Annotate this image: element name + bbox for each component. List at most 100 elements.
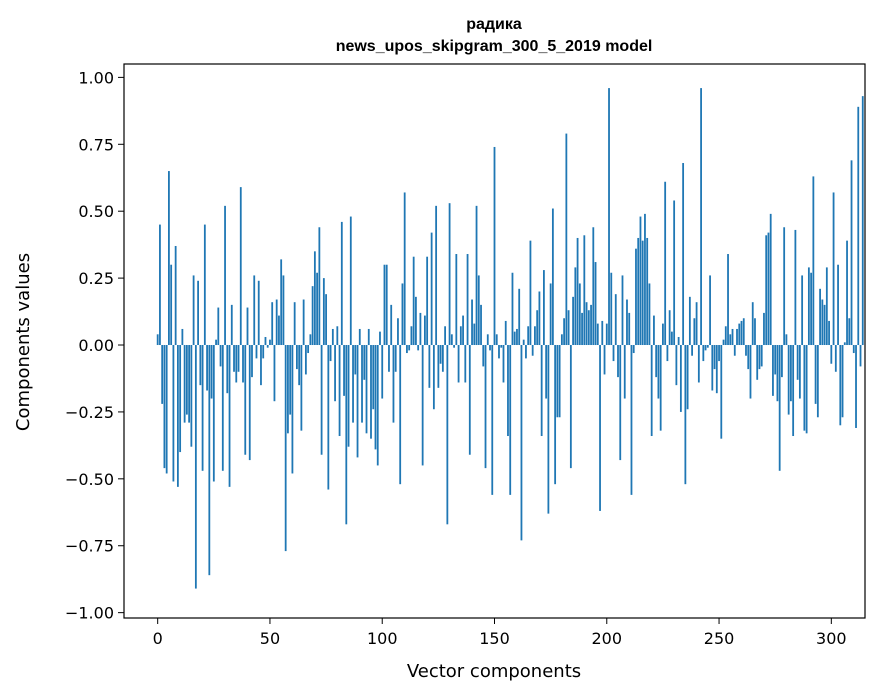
bar <box>349 216 352 346</box>
bar <box>201 345 204 471</box>
bar <box>181 328 184 346</box>
bar <box>756 345 759 380</box>
bar <box>210 345 213 399</box>
bar <box>612 345 615 362</box>
bar <box>825 267 828 346</box>
bar <box>401 283 404 346</box>
bar <box>549 283 552 346</box>
bar <box>498 345 500 359</box>
bar <box>790 345 792 402</box>
bar <box>554 345 557 485</box>
bar <box>374 345 377 450</box>
bar <box>653 315 655 346</box>
y-axis: −1.00 −0.75 −0.50 −0.25 0.00 0.25 0.50 0.75 1.00 <box>65 68 124 623</box>
bar <box>641 240 644 346</box>
bar <box>592 227 595 346</box>
bar <box>763 312 765 346</box>
plot-frame <box>123 63 866 619</box>
bar <box>772 345 774 396</box>
bar <box>857 106 860 346</box>
bar <box>507 345 509 437</box>
bar <box>367 328 370 346</box>
bar <box>203 224 206 346</box>
bar <box>280 259 283 346</box>
bar <box>668 310 671 346</box>
bar <box>614 294 617 346</box>
bar <box>304 345 307 375</box>
bar <box>740 320 743 346</box>
bar <box>785 334 788 346</box>
bar <box>724 326 727 346</box>
bar <box>464 345 467 383</box>
bar <box>798 345 801 399</box>
bar <box>352 345 354 423</box>
bar <box>302 299 305 346</box>
bar <box>408 345 411 351</box>
bar <box>816 345 819 418</box>
bar <box>264 336 267 346</box>
bar <box>455 254 458 346</box>
bar <box>412 256 415 346</box>
bar <box>783 227 786 346</box>
bar <box>547 345 550 514</box>
bar <box>594 262 597 346</box>
bar <box>531 345 534 356</box>
bar <box>765 235 768 346</box>
bar <box>738 323 741 346</box>
bar <box>520 345 523 541</box>
bar <box>453 345 455 348</box>
bar <box>525 345 527 359</box>
bar <box>334 345 336 402</box>
bar <box>459 326 462 346</box>
bar <box>581 312 583 346</box>
bar <box>365 345 368 434</box>
bar <box>347 345 350 447</box>
bar <box>693 318 696 346</box>
bar <box>587 310 590 346</box>
bar <box>670 331 673 346</box>
bar <box>354 345 357 375</box>
bar <box>834 345 837 372</box>
bar <box>801 275 804 346</box>
bar <box>293 302 296 346</box>
bar <box>197 280 199 346</box>
bar <box>419 312 422 346</box>
bar <box>156 334 159 346</box>
bar <box>484 345 487 469</box>
bar <box>666 345 669 362</box>
bar <box>430 232 433 346</box>
bar <box>242 345 244 383</box>
bar <box>747 345 750 370</box>
bar <box>583 235 586 346</box>
bar <box>603 345 606 375</box>
bar <box>172 345 175 482</box>
bar <box>742 318 745 346</box>
bar <box>253 275 256 346</box>
bar <box>376 345 379 466</box>
bar <box>749 345 752 399</box>
bar <box>275 299 278 346</box>
bar <box>266 345 269 348</box>
bar <box>190 345 193 447</box>
bar <box>709 275 711 346</box>
bar <box>381 345 384 399</box>
bar <box>356 345 359 458</box>
bar <box>327 345 330 490</box>
bar <box>477 275 480 346</box>
bar <box>206 345 208 391</box>
x-tick-label: 0 <box>153 629 163 648</box>
bar <box>379 331 381 346</box>
bar <box>852 345 855 354</box>
bar <box>392 345 395 423</box>
bars-group <box>156 88 864 589</box>
bar <box>704 345 707 351</box>
bar <box>224 205 226 346</box>
bar <box>179 345 182 453</box>
bar <box>219 345 222 367</box>
bar <box>733 345 736 356</box>
bar <box>403 192 406 346</box>
bar <box>176 345 179 487</box>
bar <box>861 96 864 346</box>
bar <box>482 345 485 367</box>
